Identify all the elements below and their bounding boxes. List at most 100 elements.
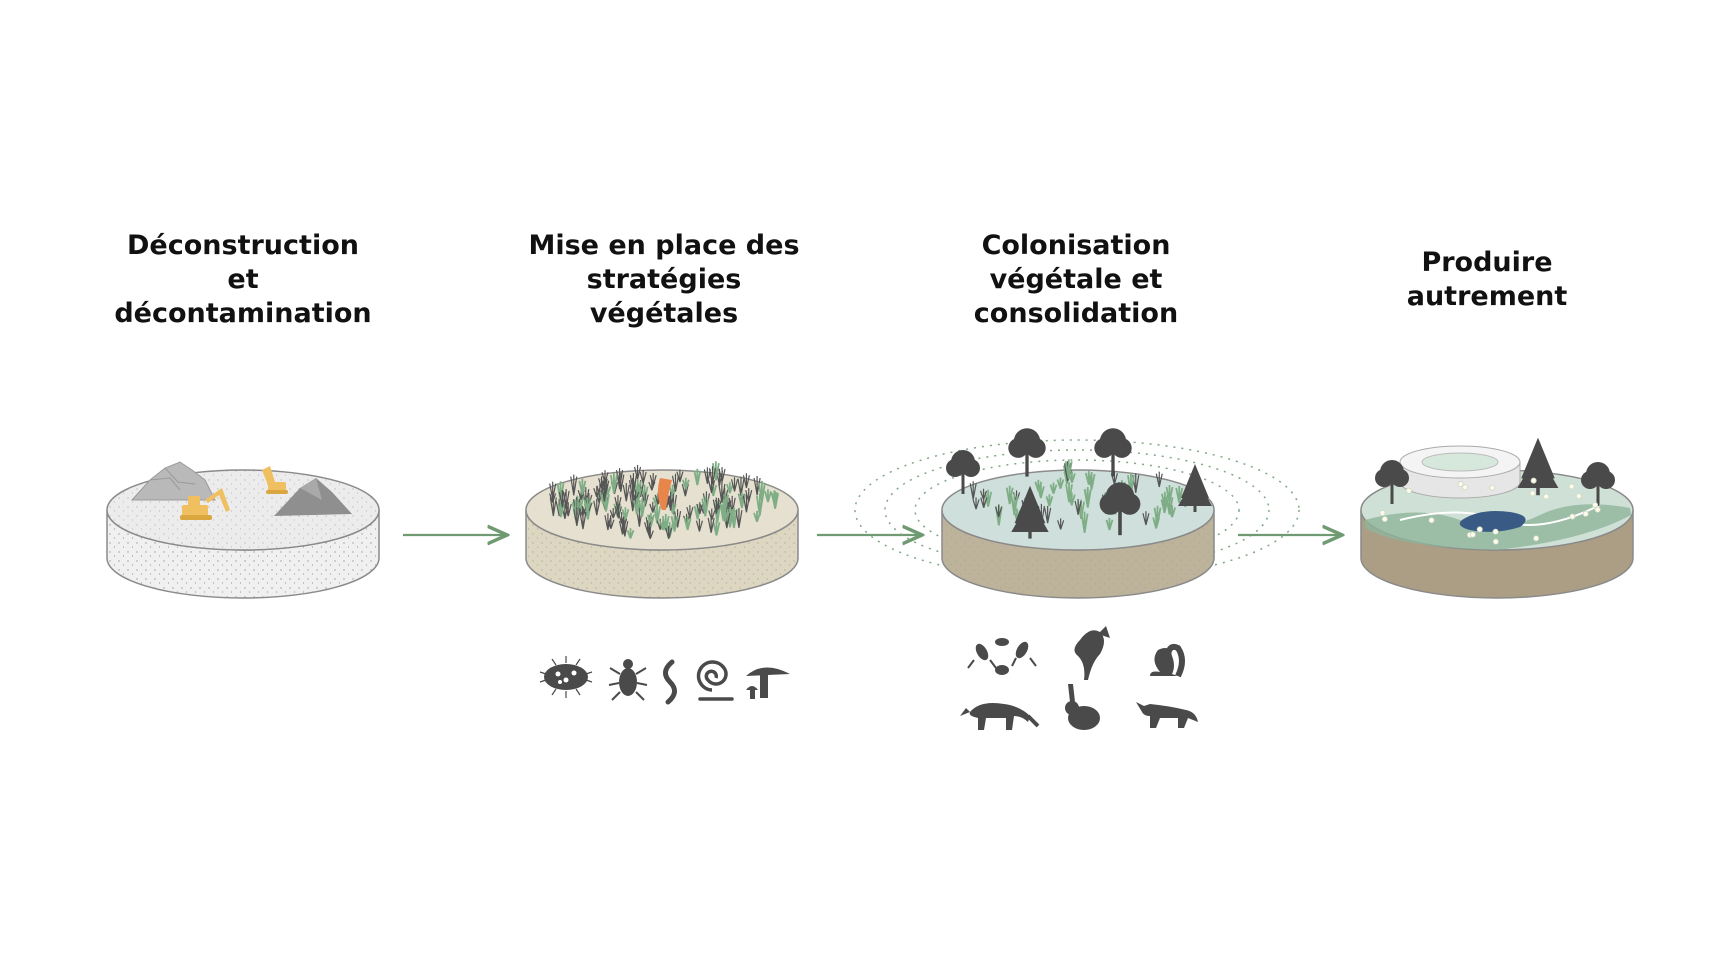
plant-icon (621, 507, 630, 521)
rabbit-icon (1065, 684, 1100, 730)
plant-icon (1155, 471, 1163, 488)
plantings (1379, 477, 1601, 545)
insects-icon (967, 638, 1037, 675)
stage-2-title: Mise en place des stratégies végétales (528, 230, 800, 329)
plant-icon (1543, 493, 1550, 500)
plant-icon (972, 497, 980, 510)
tree-trunk (1390, 482, 1394, 504)
plant-icon (980, 495, 988, 508)
plant-icon (726, 482, 734, 494)
plant-icon (1569, 513, 1576, 520)
plant-icon (648, 479, 656, 491)
excavator-icon (180, 488, 230, 520)
pond-icon (1459, 511, 1526, 532)
raccoon-icon (960, 703, 1040, 730)
plant-icon (614, 504, 622, 519)
plant-icon (735, 508, 743, 528)
plant-icon (1575, 493, 1582, 500)
tree-trunk (1111, 452, 1115, 477)
plant-icon (718, 467, 726, 483)
tree-icon (1025, 438, 1046, 458)
plant-icon (570, 474, 578, 496)
plant-icon (1044, 505, 1052, 524)
microbe-icon (539, 656, 593, 698)
plant-icon (770, 490, 779, 504)
plant-icon (1379, 509, 1386, 516)
plant-icon (707, 515, 715, 533)
plant-icon (969, 481, 977, 500)
tree-icon (1391, 469, 1409, 487)
plant-icon (573, 507, 581, 527)
plant-icon (558, 490, 567, 508)
tree-icon (1118, 493, 1141, 515)
plant-icon (610, 473, 618, 494)
plant-icon (764, 489, 772, 503)
plant-icon (701, 496, 710, 517)
plant-icon (620, 517, 628, 529)
plant-icon (598, 476, 606, 489)
plant-icon (628, 478, 637, 500)
plant-icon (686, 505, 694, 519)
plant-icon (730, 477, 739, 492)
plant-icon (549, 491, 557, 503)
plant-icon (1057, 518, 1065, 530)
trees (946, 428, 1212, 539)
stage-4-title: Produire autrement (1406, 247, 1568, 312)
plant-icon (1080, 511, 1089, 533)
plant-icon (1074, 498, 1082, 515)
plant-icon (670, 514, 679, 532)
plant-icon (665, 525, 673, 539)
plant-icon (666, 496, 674, 508)
plant-icon (712, 497, 720, 514)
tree-trunk (1193, 506, 1197, 512)
conifer-tree-icon (1011, 485, 1049, 532)
plant-icon (562, 488, 570, 509)
plant-icon (1594, 506, 1601, 513)
tree-icon (1099, 493, 1122, 515)
plant-icon (1153, 505, 1162, 525)
plant-icon (643, 520, 652, 533)
plant-icon (1428, 517, 1435, 524)
plant-icon (995, 504, 1003, 518)
plant-icon (1010, 493, 1019, 516)
trees (1375, 437, 1615, 506)
greenhouse-icon (1399, 445, 1521, 499)
plant-icon (617, 472, 625, 492)
stage-3-title: Colonisation végétale et consolidation (973, 230, 1179, 329)
plant-icon (653, 504, 661, 524)
plant-icon (1045, 494, 1054, 507)
plant-icon (718, 481, 726, 503)
tree-icon (1094, 438, 1115, 458)
plant-icon (1533, 535, 1540, 542)
plant-icon (1457, 481, 1464, 488)
squirrel-icon (1150, 643, 1185, 678)
plant-icon (1529, 490, 1536, 497)
plant-icon (1568, 483, 1575, 490)
plant-icon (659, 519, 667, 531)
gravel-pile-icon (274, 478, 352, 516)
plant-icon (695, 518, 704, 532)
plant-icon (693, 468, 702, 486)
plant-icon (696, 502, 704, 515)
plant-icon (1489, 484, 1496, 491)
tree-trunk (1028, 532, 1032, 539)
fox-icon (1136, 702, 1198, 728)
worm-icon (663, 659, 677, 705)
plant-icon (626, 528, 635, 539)
tree-icon (1597, 471, 1615, 489)
conifer-tree-icon (1517, 437, 1559, 488)
plant-icon (1087, 472, 1096, 490)
plant-icon (1592, 501, 1599, 508)
tree-icon (1008, 438, 1029, 458)
plant-icon (719, 501, 728, 522)
plant-icon (1405, 487, 1412, 494)
plant-icon (755, 493, 764, 516)
tree-trunk (1536, 488, 1540, 496)
plant-icon (578, 478, 587, 495)
rubble-pile-icon (130, 461, 216, 501)
plant-icon (1492, 538, 1499, 545)
orange-plant-icon (657, 478, 672, 510)
stage-3-fauna (960, 626, 1198, 730)
plant-icon (681, 477, 690, 490)
